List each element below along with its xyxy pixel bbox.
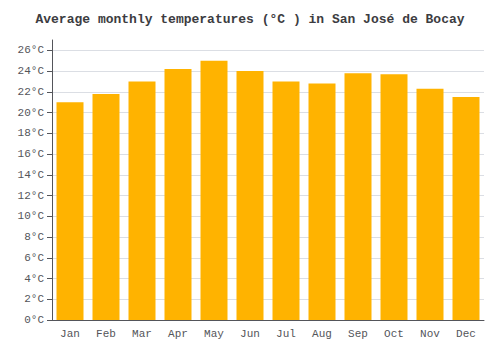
svg-text:Feb: Feb xyxy=(96,328,116,340)
svg-text:18°C: 18°C xyxy=(18,127,45,139)
svg-text:16°C: 16°C xyxy=(18,148,45,160)
svg-text:22°C: 22°C xyxy=(18,86,45,98)
svg-text:Jan: Jan xyxy=(60,328,80,340)
svg-text:4°C: 4°C xyxy=(24,273,44,285)
svg-text:2°C: 2°C xyxy=(24,293,44,305)
svg-text:Nov: Nov xyxy=(420,328,440,340)
svg-text:12°C: 12°C xyxy=(18,190,45,202)
svg-text:Jul: Jul xyxy=(276,328,296,340)
svg-text:8°C: 8°C xyxy=(24,231,44,243)
svg-text:14°C: 14°C xyxy=(18,169,45,181)
svg-text:Apr: Apr xyxy=(168,328,188,340)
svg-text:10°C: 10°C xyxy=(18,210,45,222)
svg-text:Oct: Oct xyxy=(384,328,404,340)
svg-text:May: May xyxy=(204,328,224,340)
svg-text:Dec: Dec xyxy=(456,328,476,340)
svg-text:6°C: 6°C xyxy=(24,252,44,264)
svg-text:Average monthly temperatures (: Average monthly temperatures (°C ) in Sa… xyxy=(35,12,464,27)
svg-text:Aug: Aug xyxy=(312,328,332,340)
svg-text:Sep: Sep xyxy=(348,328,368,340)
svg-text:20°C: 20°C xyxy=(18,107,45,119)
svg-text:26°C: 26°C xyxy=(18,44,45,56)
svg-text:Jun: Jun xyxy=(240,328,260,340)
svg-text:0°C: 0°C xyxy=(24,314,44,326)
svg-text:24°C: 24°C xyxy=(18,65,45,77)
svg-text:Mar: Mar xyxy=(132,328,152,340)
